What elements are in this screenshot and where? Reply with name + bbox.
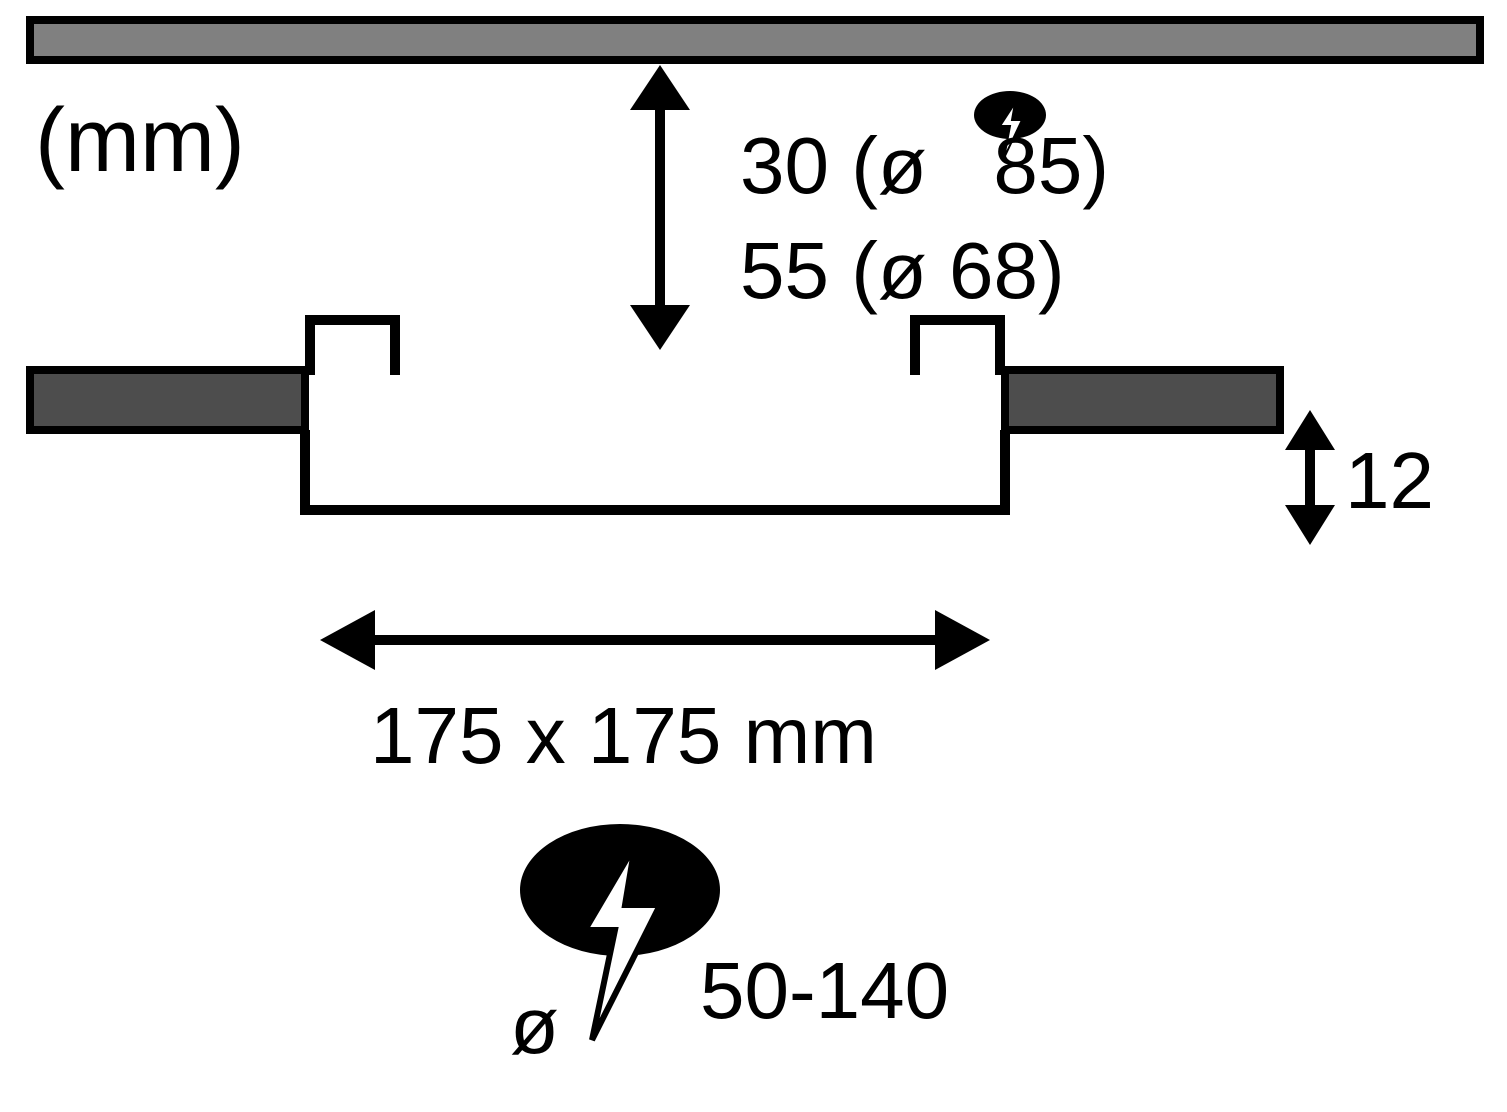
cutout-dia-symbol: ø (510, 980, 559, 1072)
technical-diagram: (mm) 30 (ø 85) 55 (ø 68) 12 (0, 0, 1507, 1112)
cutout-range-label: 50-140 (700, 945, 949, 1037)
